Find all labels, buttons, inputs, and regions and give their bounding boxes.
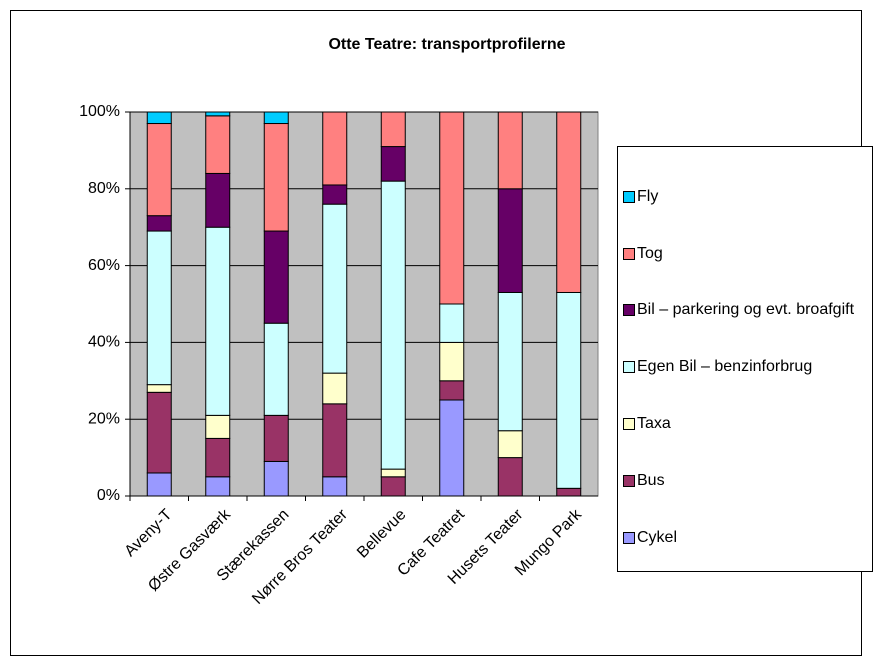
bar-segment — [263, 322, 289, 416]
bar-segment — [497, 291, 523, 432]
legend-item: Bil – parkering og evt. broafgift — [623, 300, 869, 319]
legend-item: Egen Bil – benzinforbrug — [623, 357, 869, 376]
bar-segment — [556, 291, 582, 489]
legend-label: Fly — [637, 188, 659, 205]
legend-item: Taxa — [623, 414, 869, 433]
bar-segment — [263, 230, 289, 324]
bar-segment — [556, 111, 582, 293]
y-tick-label: 20% — [88, 410, 120, 427]
y-tick-label: 60% — [88, 257, 120, 274]
bar-segment — [556, 487, 582, 497]
bar-segment — [439, 303, 465, 343]
bar-segment — [205, 437, 231, 478]
bar-segment — [205, 476, 231, 497]
bar-segment — [205, 115, 231, 174]
bar-segment — [146, 123, 172, 217]
bar-segment — [146, 472, 172, 497]
bar-segment — [146, 111, 172, 125]
legend-label: Taxa — [637, 415, 671, 432]
bar-segment — [263, 460, 289, 497]
bar-segment — [380, 476, 406, 497]
legend-swatch — [623, 191, 635, 203]
bar-segment — [439, 341, 465, 382]
y-tick-label: 100% — [79, 103, 120, 120]
bar-segment — [205, 414, 231, 439]
y-tick-label: 40% — [88, 334, 120, 351]
legend-swatch — [623, 475, 635, 487]
legend-swatch — [623, 361, 635, 373]
legend-swatch — [623, 304, 635, 316]
legend-item: Cykel — [623, 528, 869, 547]
bar-segment — [322, 111, 348, 186]
legend: Fly Tog Bil – parkering og evt. broafgift E… — [617, 146, 873, 572]
y-tick-label: 80% — [88, 180, 120, 197]
bar-segment — [380, 111, 406, 148]
bar-segment — [380, 468, 406, 478]
bar-segment — [146, 391, 172, 474]
legend-swatch — [623, 418, 635, 430]
bar-segment — [205, 111, 231, 117]
bar-segment — [497, 111, 523, 190]
legend-item: Tog — [623, 244, 869, 263]
bar-segment — [146, 230, 172, 386]
legend-swatch — [623, 248, 635, 260]
bar-segment — [205, 226, 231, 416]
y-tick-label: 0% — [97, 487, 120, 504]
legend-swatch — [623, 532, 635, 544]
bar-segment — [439, 399, 465, 497]
bar-segment — [322, 403, 348, 478]
legend-item: Fly — [623, 187, 869, 206]
bar-segment — [497, 430, 523, 459]
bar-segment — [263, 123, 289, 232]
legend-item: Bus — [623, 471, 869, 490]
legend-label: Tog — [637, 245, 663, 262]
bar-segment — [322, 476, 348, 497]
legend-label: Cykel — [637, 529, 678, 546]
bar-segment — [380, 180, 406, 470]
bar-segment — [146, 215, 172, 232]
bar-segment — [439, 111, 465, 305]
bar-segment — [263, 414, 289, 462]
legend-label: Bus — [637, 472, 665, 489]
bar-segment — [322, 184, 348, 205]
legend-label: Egen Bil – benzinforbrug — [637, 358, 813, 375]
plot-area — [129, 111, 599, 497]
bar-segment — [380, 146, 406, 182]
bar-segment — [439, 380, 465, 401]
bar-segment — [263, 111, 289, 125]
chart-title: Otte Teatre: transportprofilerne — [328, 36, 565, 53]
legend-label: Bil – parkering og evt. broafgift — [637, 301, 855, 318]
bar-segment — [205, 172, 231, 228]
bar-segment — [497, 188, 523, 293]
bar-segment — [497, 457, 523, 497]
bar-segment — [146, 384, 172, 393]
bar-segment — [322, 203, 348, 374]
bar-segment — [322, 372, 348, 405]
